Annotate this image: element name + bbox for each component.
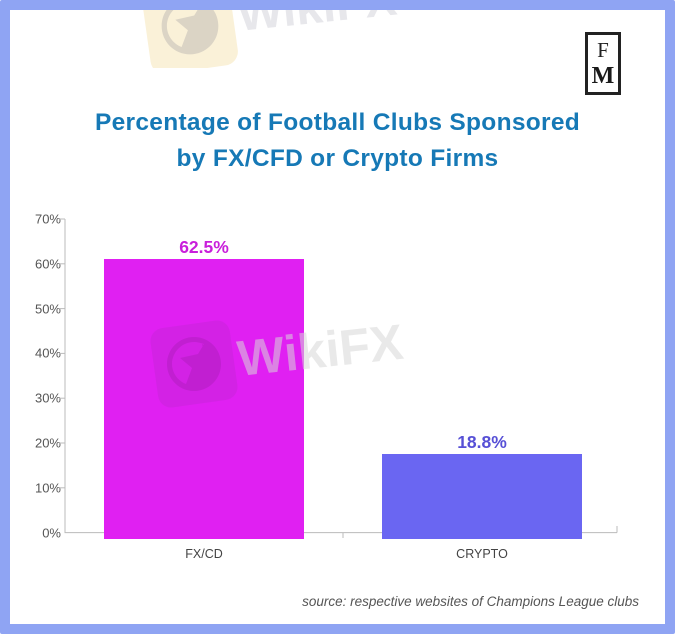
svg-text:WikiFX: WikiFX [235,0,399,42]
svg-text:WikiFX: WikiFX [235,314,406,387]
